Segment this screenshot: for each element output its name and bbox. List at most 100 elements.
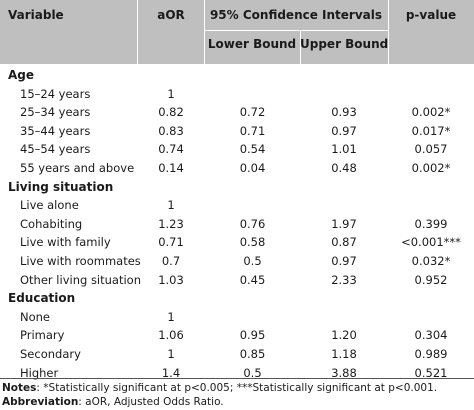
group-header-row: Education bbox=[0, 289, 474, 308]
header-background bbox=[0, 0, 474, 64]
table-row: 45–54 years 0.74 0.54 1.01 0.057 bbox=[0, 140, 474, 159]
cell-lower-bound: 0.04 bbox=[239, 161, 266, 175]
cell-upper-bound: 0.48 bbox=[331, 161, 357, 175]
table-row: Cohabiting 1.23 0.76 1.97 0.399 bbox=[0, 215, 474, 234]
cell-aor: 0.14 bbox=[158, 161, 184, 175]
row-label: None bbox=[20, 309, 51, 324]
cell-upper-bound: 1.01 bbox=[331, 142, 357, 157]
header-pvalue: p-value bbox=[405, 8, 457, 22]
cell-aor: 1 bbox=[167, 309, 175, 324]
cell-aor: 1 bbox=[167, 347, 175, 361]
cell-upper-bound: 0.97 bbox=[331, 123, 357, 138]
row-label: Live alone bbox=[20, 198, 79, 213]
cell-upper-bound: 0.93 bbox=[331, 105, 357, 120]
header-divider bbox=[137, 0, 138, 64]
cell-lower-bound: 0.54 bbox=[239, 142, 266, 157]
cell-aor: 0.71 bbox=[158, 235, 184, 250]
header-divider bbox=[388, 0, 389, 64]
table-row: 15–24 years 1 bbox=[0, 85, 474, 104]
cell-aor: 0.82 bbox=[158, 105, 184, 120]
cell-lower-bound: 0.5 bbox=[243, 254, 262, 268]
header-lower-bound: Lower Bound bbox=[207, 37, 297, 51]
cell-aor: 1 bbox=[167, 86, 175, 101]
cell-aor: 1.06 bbox=[158, 328, 184, 343]
table-notes: Notes: *Statistically significant at p<0… bbox=[2, 382, 437, 394]
cell-pvalue: 0.002* bbox=[411, 161, 451, 175]
table-row: Higher 1.4 0.5 3.88 0.521 bbox=[0, 364, 474, 383]
cell-aor: 1 bbox=[167, 198, 175, 213]
row-label: Live with family bbox=[20, 235, 111, 250]
cell-pvalue: 0.017* bbox=[411, 123, 451, 138]
cell-lower-bound: 0.72 bbox=[239, 105, 266, 120]
row-label: 25–34 years bbox=[20, 105, 91, 120]
row-label: 35–44 years bbox=[20, 123, 91, 138]
table-row: None 1 bbox=[0, 308, 474, 327]
cell-pvalue: 0.989 bbox=[414, 347, 448, 361]
header-upper-bound: Upper Bound bbox=[300, 37, 389, 51]
cell-lower-bound: 0.5 bbox=[243, 365, 262, 380]
cell-pvalue: 0.952 bbox=[414, 272, 448, 287]
table-row: Secondary 1 0.85 1.18 0.989 bbox=[0, 345, 474, 364]
table-row: Other living situation 1.03 0.45 2.33 0.952 bbox=[0, 271, 474, 290]
cell-aor: 1.4 bbox=[161, 365, 181, 380]
row-label: Age bbox=[8, 68, 35, 82]
cell-pvalue: 0.399 bbox=[414, 216, 448, 231]
header-divider bbox=[300, 30, 301, 64]
cell-aor: 0.74 bbox=[158, 142, 184, 157]
table-bottom-rule bbox=[0, 378, 474, 379]
cell-lower-bound: 0.95 bbox=[239, 328, 266, 343]
row-label: Live with roommates bbox=[20, 254, 141, 268]
table-row: Live with family 0.71 0.58 0.87 <0.001*** bbox=[0, 233, 474, 252]
row-label: Primary bbox=[20, 328, 65, 343]
row-label: Education bbox=[8, 291, 76, 306]
header-aor: aOR bbox=[157, 8, 185, 22]
row-label: Secondary bbox=[20, 347, 81, 361]
group-header-row: Age bbox=[0, 66, 474, 85]
header-divider bbox=[204, 0, 205, 64]
cell-aor: 0.83 bbox=[158, 123, 184, 138]
cell-lower-bound: 0.85 bbox=[239, 347, 266, 361]
cell-upper-bound: 2.33 bbox=[331, 272, 357, 287]
row-label: Cohabiting bbox=[20, 216, 83, 231]
cell-upper-bound: 1.97 bbox=[331, 216, 357, 231]
cell-pvalue: 0.057 bbox=[414, 142, 448, 157]
cell-pvalue: 0.032* bbox=[411, 254, 451, 268]
table-row: 25–34 years 0.82 0.72 0.93 0.002* bbox=[0, 103, 474, 122]
cell-upper-bound: 3.88 bbox=[331, 365, 357, 380]
header-variable: Variable bbox=[8, 8, 64, 22]
cell-upper-bound: 0.87 bbox=[331, 235, 357, 250]
cell-upper-bound: 1.20 bbox=[331, 328, 357, 343]
notes-label: Notes bbox=[2, 382, 37, 394]
cell-lower-bound: 0.45 bbox=[239, 272, 266, 287]
cell-upper-bound: 1.18 bbox=[331, 347, 357, 361]
notes-text: : *Statistically significant at p<0.005;… bbox=[36, 382, 438, 394]
header-ci: 95% Confidence Intervals bbox=[209, 8, 383, 22]
cell-pvalue: 0.304 bbox=[414, 328, 448, 343]
table-row: Live alone 1 bbox=[0, 196, 474, 215]
table-row: Live with roommates 0.7 0.5 0.97 0.032* bbox=[0, 252, 474, 271]
cell-lower-bound: 0.76 bbox=[239, 216, 266, 231]
header-divider bbox=[204, 30, 388, 31]
row-label: 55 years and above bbox=[20, 161, 135, 175]
table-row: 55 years and above 0.14 0.04 0.48 0.002* bbox=[0, 159, 474, 178]
row-label: 15–24 years bbox=[20, 86, 91, 101]
row-label: Other living situation bbox=[20, 272, 142, 287]
cell-aor: 1.23 bbox=[158, 216, 184, 231]
cell-aor: 0.7 bbox=[161, 254, 181, 268]
abbreviation-text: : aOR, Adjusted Odds Ratio. bbox=[78, 396, 224, 408]
table-row: Primary 1.06 0.95 1.20 0.304 bbox=[0, 326, 474, 345]
cell-pvalue: 0.002* bbox=[411, 105, 451, 120]
row-label: Living situation bbox=[8, 179, 114, 194]
row-label: 45–54 years bbox=[20, 142, 91, 157]
table-abbreviation: Abbreviation: aOR, Adjusted Odds Ratio. bbox=[2, 396, 224, 408]
cell-upper-bound: 0.97 bbox=[331, 254, 357, 268]
row-label: Higher bbox=[20, 365, 59, 380]
cell-pvalue: 0.521 bbox=[414, 365, 448, 380]
cell-pvalue: <0.001*** bbox=[401, 235, 461, 250]
table-row: 35–44 years 0.83 0.71 0.97 0.017* bbox=[0, 122, 474, 141]
cell-lower-bound: 0.71 bbox=[239, 123, 266, 138]
group-header-row: Living situation bbox=[0, 178, 474, 197]
abbreviation-label: Abbreviation bbox=[2, 396, 79, 408]
cell-lower-bound: 0.58 bbox=[239, 235, 266, 250]
cell-aor: 1.03 bbox=[158, 272, 184, 287]
